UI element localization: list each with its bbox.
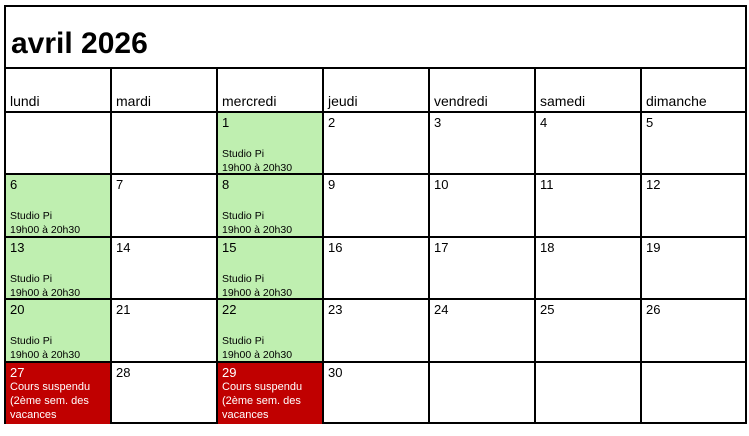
weekday-header-samedi: samedi <box>536 69 642 113</box>
day-cell[interactable]: 14 <box>112 238 218 300</box>
day-cell[interactable]: 21 <box>112 300 218 363</box>
day-number: 4 <box>540 115 548 130</box>
day-number: 2 <box>328 115 336 130</box>
weekday-header-mercredi: mercredi <box>218 69 324 113</box>
weekday-header-dimanche: dimanche <box>642 69 747 113</box>
day-cell[interactable]: 27 Cours suspendu (2ème sem. des vacances s… <box>6 363 112 435</box>
day-number: 29 <box>222 365 237 380</box>
day-number: 14 <box>116 240 131 255</box>
day-number: 22 <box>222 302 237 317</box>
day-cell <box>112 113 218 175</box>
day-cell[interactable]: 19 <box>642 238 747 300</box>
day-cell[interactable]: 5 <box>642 113 747 175</box>
day-cell[interactable]: 16 <box>324 238 430 300</box>
day-cell[interactable]: 3 <box>430 113 536 175</box>
day-cell[interactable]: 8 Studio Pi 19h00 à 20h30 <box>218 175 324 238</box>
suspension-note: vacances scolaires) <box>222 409 270 435</box>
weekday-header-lundi: lundi <box>6 69 112 113</box>
day-cell <box>536 363 642 424</box>
day-number: 10 <box>434 177 449 192</box>
event-time: 19h00 à 20h30 <box>222 224 293 236</box>
day-cell <box>430 363 536 424</box>
day-number: 28 <box>116 365 131 380</box>
event-name: Studio Pi <box>10 273 53 285</box>
day-cell[interactable]: 7 <box>112 175 218 238</box>
day-number: 18 <box>540 240 555 255</box>
day-cell[interactable]: 25 <box>536 300 642 363</box>
day-number: 6 <box>10 177 18 192</box>
month-title: avril 2026 <box>6 7 745 69</box>
day-cell <box>642 363 747 424</box>
day-number: 3 <box>434 115 442 130</box>
event-name: Studio Pi <box>10 335 53 347</box>
day-number: 17 <box>434 240 449 255</box>
day-cell[interactable]: 12 <box>642 175 747 238</box>
event-time: 19h00 à 20h30 <box>222 162 293 174</box>
day-cell[interactable]: 20 Studio Pi 19h00 à 20h30 <box>6 300 112 363</box>
day-cell[interactable]: 29 Cours suspendu (2ème sem. des vacances s… <box>218 363 324 435</box>
event-time: 19h00 à 20h30 <box>222 349 293 361</box>
day-number: 5 <box>646 115 654 130</box>
day-number: 30 <box>328 365 343 380</box>
suspension-note: vacances scolaires) <box>10 409 58 435</box>
day-number: 1 <box>222 115 230 130</box>
day-cell[interactable]: 28 <box>112 363 218 424</box>
day-number: 21 <box>116 302 131 317</box>
day-cell[interactable]: 18 <box>536 238 642 300</box>
day-cell[interactable]: 24 <box>430 300 536 363</box>
day-cell[interactable]: 22 Studio Pi 19h00 à 20h30 <box>218 300 324 363</box>
day-number: 25 <box>540 302 555 317</box>
suspension-note: (2ème sem. des <box>10 395 89 407</box>
day-cell[interactable]: 13 Studio Pi 19h00 à 20h30 <box>6 238 112 300</box>
day-cell[interactable]: 11 <box>536 175 642 238</box>
event-name: Studio Pi <box>222 210 265 222</box>
day-cell[interactable]: 9 <box>324 175 430 238</box>
day-number: 24 <box>434 302 449 317</box>
day-cell[interactable]: 6 Studio Pi 19h00 à 20h30 <box>6 175 112 238</box>
day-number: 26 <box>646 302 661 317</box>
day-number: 11 <box>540 177 554 192</box>
event-name: Studio Pi <box>222 273 265 285</box>
event-time: 19h00 à 20h30 <box>10 287 81 299</box>
event-time: 19h00 à 20h30 <box>10 349 81 361</box>
day-number: 20 <box>10 302 25 317</box>
event-name: Studio Pi <box>222 148 265 160</box>
weekday-header-mardi: mardi <box>112 69 218 113</box>
day-cell <box>6 113 112 175</box>
day-cell[interactable]: 1 Studio Pi 19h00 à 20h30 <box>218 113 324 175</box>
day-cell[interactable]: 23 <box>324 300 430 363</box>
event-time: 19h00 à 20h30 <box>10 224 81 236</box>
day-number: 13 <box>10 240 25 255</box>
suspension-note: (2ème sem. des <box>222 395 301 407</box>
day-number: 8 <box>222 177 230 192</box>
day-number: 19 <box>646 240 661 255</box>
event-name: Studio Pi <box>222 335 265 347</box>
day-number: 7 <box>116 177 124 192</box>
event-name: Studio Pi <box>10 210 53 222</box>
day-number: 9 <box>328 177 336 192</box>
suspension-note: Cours suspendu <box>10 381 91 393</box>
day-number: 16 <box>328 240 343 255</box>
day-cell[interactable]: 15 Studio Pi 19h00 à 20h30 <box>218 238 324 300</box>
day-number: 15 <box>222 240 237 255</box>
day-number: 12 <box>646 177 661 192</box>
day-cell[interactable]: 30 <box>324 363 430 424</box>
suspension-note: Cours suspendu <box>222 381 303 393</box>
weekday-header-vendredi: vendredi <box>430 69 536 113</box>
day-cell[interactable]: 2 <box>324 113 430 175</box>
day-cell[interactable]: 4 <box>536 113 642 175</box>
weekday-header-jeudi: jeudi <box>324 69 430 113</box>
day-cell[interactable]: 17 <box>430 238 536 300</box>
calendar: avril 2026 lundi mardi mercredi jeudi vendre… <box>4 5 747 435</box>
day-number: 23 <box>328 302 343 317</box>
day-cell[interactable]: 10 <box>430 175 536 238</box>
day-cell[interactable]: 26 <box>642 300 747 363</box>
event-time: 19h00 à 20h30 <box>222 287 293 299</box>
day-number: 27 <box>10 365 25 380</box>
